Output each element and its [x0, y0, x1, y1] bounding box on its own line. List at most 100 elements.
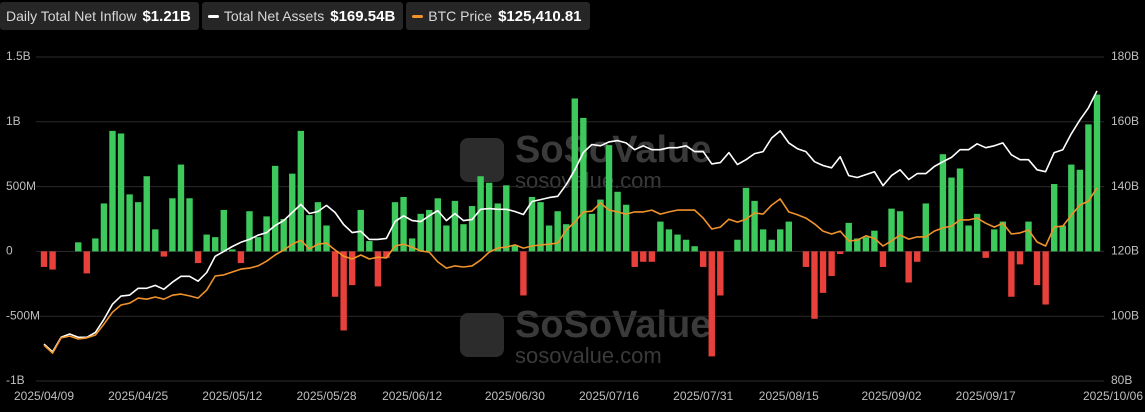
bar	[537, 202, 544, 252]
bar	[143, 176, 150, 252]
bar	[1033, 251, 1041, 286]
legend-value: $169.54B	[330, 7, 396, 25]
bar	[297, 130, 305, 252]
bar	[588, 213, 596, 252]
bar	[477, 176, 484, 252]
watermark-url: sosovalue.com	[515, 168, 662, 193]
bar	[220, 209, 227, 252]
bar	[237, 251, 245, 264]
bar	[468, 206, 476, 252]
bar	[699, 251, 707, 267]
bar	[126, 194, 133, 252]
bar	[408, 238, 416, 252]
y2-tick-label: 160B	[1111, 114, 1139, 128]
legend-value: $1.21B	[142, 7, 191, 25]
bar	[605, 145, 613, 252]
bar	[580, 117, 587, 252]
legend-item: Total Net Assets $169.54B	[201, 2, 404, 30]
bar	[751, 200, 758, 252]
bar	[631, 251, 638, 267]
x-tick-label: 2025/06/30	[485, 389, 545, 403]
bar	[271, 165, 279, 252]
line-2	[43, 187, 1098, 354]
legend-value: $125,410.81	[498, 7, 582, 25]
bar	[75, 242, 82, 252]
bar	[777, 229, 784, 252]
bar	[443, 225, 450, 252]
bar	[511, 244, 519, 252]
bar	[648, 251, 656, 262]
x-tick-label: 2025/07/31	[673, 389, 733, 403]
bar	[563, 224, 570, 252]
bar	[203, 234, 210, 252]
bar	[40, 251, 48, 267]
bar	[1076, 169, 1084, 252]
y-tick-label: -1B	[6, 373, 25, 387]
bar	[177, 164, 185, 252]
bar	[212, 237, 219, 252]
x-tick-label: 2025/07/16	[579, 389, 639, 403]
bar	[528, 196, 536, 252]
bar	[348, 251, 356, 286]
x-tick-label: 2025/04/09	[14, 389, 74, 403]
bar	[1059, 225, 1066, 252]
bar	[229, 249, 236, 252]
bar	[100, 203, 108, 252]
bar	[1093, 94, 1101, 252]
bar	[939, 154, 947, 252]
x-tick-label: 2025/05/12	[202, 389, 262, 403]
bar	[109, 130, 116, 252]
y2-tick-label: 80B	[1111, 373, 1132, 387]
bar	[948, 177, 955, 252]
bar	[485, 182, 493, 252]
legend-label: Total Net Assets	[223, 8, 325, 24]
bar	[811, 251, 818, 319]
bar	[280, 219, 287, 252]
bar	[982, 251, 989, 258]
bar	[768, 239, 775, 252]
bar	[451, 200, 459, 252]
bar	[1050, 184, 1058, 252]
bar	[426, 209, 433, 252]
bar	[434, 198, 442, 252]
bar	[828, 251, 835, 277]
bar	[845, 222, 852, 252]
bar	[160, 251, 168, 257]
bar	[254, 237, 262, 252]
bar	[759, 229, 767, 252]
x-tick-label: 2025/05/28	[296, 389, 356, 403]
y-tick-label: -500M	[6, 308, 40, 322]
watermark-brand: SoSoValue	[515, 129, 711, 171]
bar	[152, 229, 159, 252]
bar	[554, 211, 561, 252]
y2-tick-label: 120B	[1111, 244, 1139, 258]
x-tick-label: 2025/10/06	[1083, 389, 1143, 403]
bar	[991, 229, 998, 252]
bar	[263, 216, 270, 252]
bar	[914, 251, 921, 262]
bar	[169, 198, 176, 252]
legend-swatch	[412, 14, 424, 18]
bar	[734, 239, 741, 252]
bar	[640, 251, 647, 262]
bar	[460, 224, 467, 252]
bar	[340, 251, 347, 331]
bar	[682, 239, 690, 252]
bar	[674, 234, 681, 252]
bar	[400, 196, 407, 252]
bar	[1042, 251, 1049, 305]
bar	[49, 251, 56, 270]
bar	[836, 251, 844, 254]
bar	[854, 238, 861, 252]
bar	[622, 204, 630, 252]
bar	[494, 203, 501, 252]
bar	[1068, 164, 1075, 252]
bar	[391, 202, 399, 252]
bar	[614, 191, 621, 252]
bar	[888, 208, 895, 252]
bar	[374, 251, 382, 287]
bar	[691, 246, 698, 252]
bar	[545, 225, 553, 252]
bar	[134, 202, 142, 252]
